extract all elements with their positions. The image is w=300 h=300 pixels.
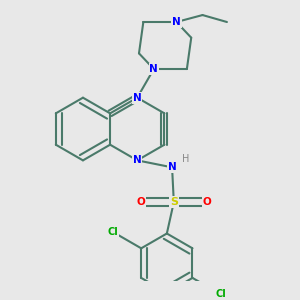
Text: H: H [182, 154, 190, 164]
Text: Cl: Cl [107, 227, 118, 237]
Text: N: N [168, 162, 176, 172]
Text: Cl: Cl [216, 290, 226, 299]
Text: N: N [172, 17, 181, 27]
Text: S: S [170, 197, 178, 207]
Text: N: N [133, 93, 142, 103]
Text: O: O [202, 197, 211, 207]
Text: N: N [133, 155, 142, 165]
Text: O: O [136, 197, 145, 207]
Text: N: N [149, 64, 158, 74]
